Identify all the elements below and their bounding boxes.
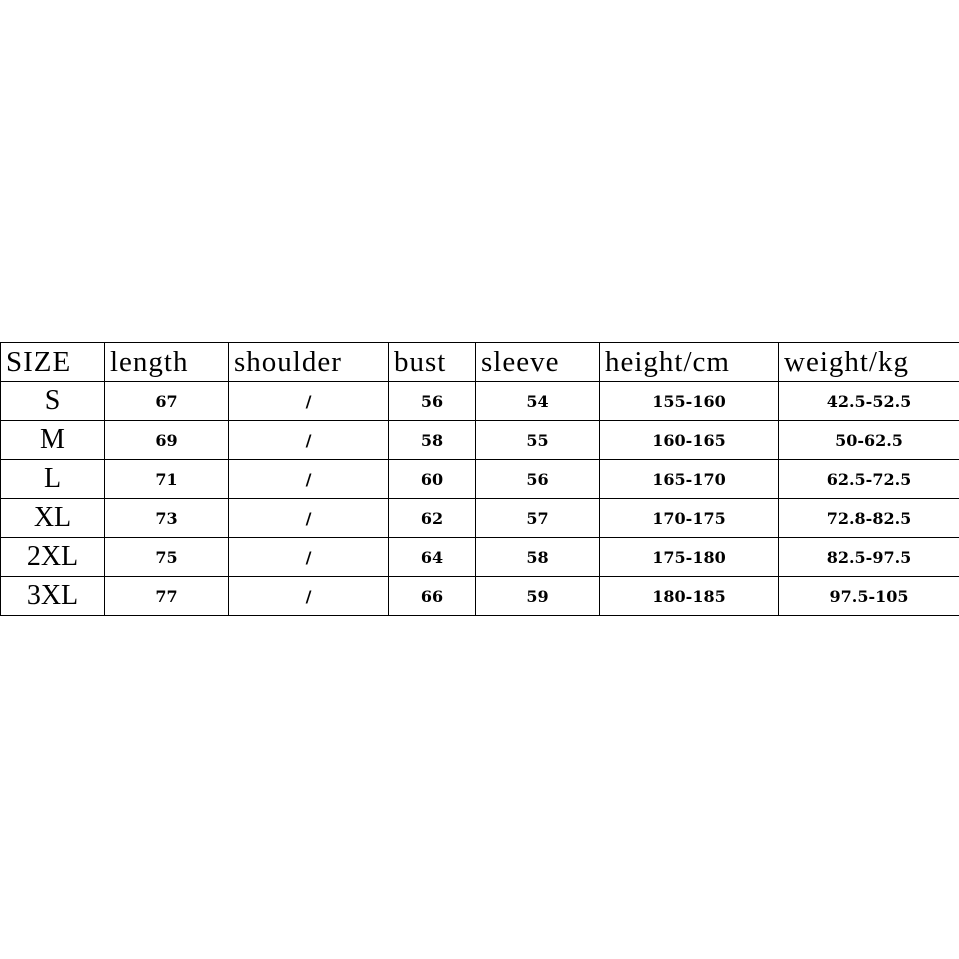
cell-size: M: [0, 420, 105, 460]
cell-size: 3XL: [0, 576, 105, 616]
cell-shoulder: /: [228, 459, 389, 499]
cell-weight: 42.5-52.5: [778, 381, 959, 421]
cell-length: 77: [104, 576, 229, 616]
cell-length: 73: [104, 498, 229, 538]
header-size: SIZE: [0, 342, 105, 382]
cell-shoulder: /: [228, 537, 389, 577]
header-bust: bust: [388, 342, 476, 382]
cell-shoulder: /: [228, 420, 389, 460]
cell-bust: 62: [388, 498, 476, 538]
cell-sleeve: 56: [475, 459, 600, 499]
header-length: length: [104, 342, 229, 382]
table-row: M 69/58 55 160-165 50-62.5: [0, 420, 959, 460]
cell-weight: 82.5-97.5: [778, 537, 959, 577]
header-weight: weight/kg: [778, 342, 959, 382]
cell-length: 75: [104, 537, 229, 577]
cell-size: S: [0, 381, 105, 421]
cell-size: 2XL: [0, 537, 105, 577]
header-sleeve: sleeve: [475, 342, 600, 382]
cell-height: 175-180: [599, 537, 779, 577]
header-row: SIZE length shoulder bust sleeve height/…: [0, 342, 959, 382]
cell-bust: 60: [388, 459, 476, 499]
cell-height: 165-170: [599, 459, 779, 499]
cell-length: 67: [104, 381, 229, 421]
cell-height: 180-185: [599, 576, 779, 616]
cell-sleeve: 58: [475, 537, 600, 577]
table-row: 2XL 75/64 58 175-180 82.5-97.5: [0, 537, 959, 577]
cell-size: L: [0, 459, 105, 499]
cell-sleeve: 59: [475, 576, 600, 616]
cell-sleeve: 57: [475, 498, 600, 538]
table-row: XL 73/62 57 170-175 72.8-82.5: [0, 498, 959, 538]
cell-shoulder: /: [228, 381, 389, 421]
cell-length: 69: [104, 420, 229, 460]
cell-height: 160-165: [599, 420, 779, 460]
cell-weight: 97.5-105: [778, 576, 959, 616]
cell-length: 71: [104, 459, 229, 499]
cell-bust: 58: [388, 420, 476, 460]
cell-weight: 72.8-82.5: [778, 498, 959, 538]
cell-height: 155-160: [599, 381, 779, 421]
cell-weight: 62.5-72.5: [778, 459, 959, 499]
cell-weight: 50-62.5: [778, 420, 959, 460]
table-row: 3XL 77/66 59 180-185 97.5-105: [0, 576, 959, 616]
cell-bust: 56: [388, 381, 476, 421]
table-row: L 71/60 56 165-170 62.5-72.5: [0, 459, 959, 499]
cell-shoulder: /: [228, 576, 389, 616]
cell-sleeve: 55: [475, 420, 600, 460]
cell-bust: 64: [388, 537, 476, 577]
cell-bust: 66: [388, 576, 476, 616]
header-height: height/cm: [599, 342, 779, 382]
size-chart-table: SIZE length shoulder bust sleeve height/…: [0, 342, 959, 616]
header-shoulder: shoulder: [228, 342, 389, 382]
cell-sleeve: 54: [475, 381, 600, 421]
table-row: S 67/56 54 155-160 42.5-52.5: [0, 381, 959, 421]
cell-size: XL: [0, 498, 105, 538]
cell-height: 170-175: [599, 498, 779, 538]
cell-shoulder: /: [228, 498, 389, 538]
